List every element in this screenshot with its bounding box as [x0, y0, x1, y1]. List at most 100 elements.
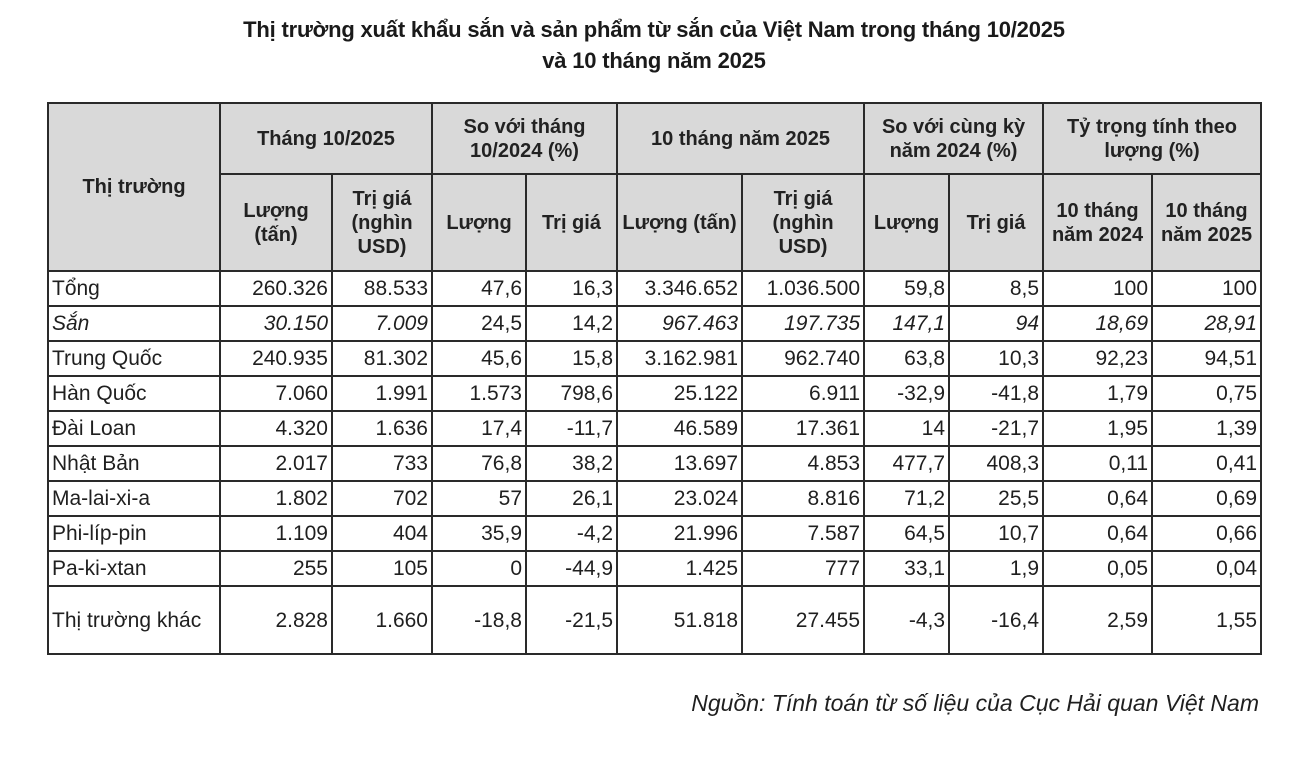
cell: 2.017 — [219, 445, 333, 482]
cell: -21,5 — [524, 585, 619, 655]
market-name: Nhật Bản — [47, 445, 221, 482]
cell: 100 — [1151, 270, 1263, 307]
cell: 1.636 — [331, 410, 433, 447]
cell: 4.853 — [741, 445, 866, 482]
cell: 51.818 — [616, 585, 744, 655]
cell: 8.816 — [741, 480, 866, 517]
cell: 17,4 — [431, 410, 527, 447]
title-line-2: và 10 tháng năm 2025 — [542, 48, 766, 73]
cell: 21.996 — [616, 515, 744, 552]
cell: 408,3 — [948, 445, 1045, 482]
cell: 63,8 — [863, 340, 951, 377]
export-market-table: Thị trường Tháng 10/2025 So với tháng 10… — [47, 102, 1263, 655]
cell: 45,6 — [431, 340, 527, 377]
table-row: Đài Loan 4.320 1.636 17,4 -11,7 46.589 1… — [47, 410, 1263, 447]
market-name: Pa-ki-xtan — [47, 550, 221, 587]
table-row: Phi-líp-pin 1.109 404 35,9 -4,2 21.996 7… — [47, 515, 1263, 552]
cell: 30.150 — [219, 305, 333, 342]
cell: 1,79 — [1042, 375, 1154, 412]
table-row: Ma-lai-xi-a 1.802 702 57 26,1 23.024 8.8… — [47, 480, 1263, 517]
cell: 197.735 — [741, 305, 866, 342]
market-name: Tổng — [47, 270, 221, 307]
cell: 1,95 — [1042, 410, 1154, 447]
cell: 147,1 — [863, 305, 951, 342]
market-name: Sắn — [47, 305, 221, 342]
cell: 702 — [331, 480, 433, 517]
cell: 404 — [331, 515, 433, 552]
cell: 0,11 — [1042, 445, 1154, 482]
cell: 38,2 — [524, 445, 619, 482]
header-vs-ytd-volume: Lượng — [863, 173, 951, 272]
market-name: Phi-líp-pin — [47, 515, 221, 552]
cell: 94 — [948, 305, 1045, 342]
cell: 0 — [431, 550, 527, 587]
cell: 1.573 — [431, 375, 527, 412]
cell: 59,8 — [863, 270, 951, 307]
cell: 27.455 — [741, 585, 866, 655]
header-group-vs-ytd: So với cùng kỳ năm 2024 (%) — [863, 102, 1045, 175]
cell: -44,9 — [524, 550, 619, 587]
header-vs-ytd-value: Trị giá — [948, 173, 1045, 272]
cell: 47,6 — [431, 270, 527, 307]
cell: 46.589 — [616, 410, 744, 447]
cell: 7.060 — [219, 375, 333, 412]
cell: 18,69 — [1042, 305, 1154, 342]
cell: 17.361 — [741, 410, 866, 447]
cell: 6.911 — [741, 375, 866, 412]
cell: 0,75 — [1151, 375, 1263, 412]
cell: 260.326 — [219, 270, 333, 307]
market-name: Hàn Quốc — [47, 375, 221, 412]
header-share-2024: 10 tháng năm 2024 — [1042, 173, 1154, 272]
table-row-other-markets: Thị trường khác 2.828 1.660 -18,8 -21,5 … — [47, 585, 1263, 655]
cell: 35,9 — [431, 515, 527, 552]
cell: 33,1 — [863, 550, 951, 587]
cell: 2.828 — [219, 585, 333, 655]
cell: 1,55 — [1151, 585, 1263, 655]
cell: 3.162.981 — [616, 340, 744, 377]
cell: -32,9 — [863, 375, 951, 412]
cell: -21,7 — [948, 410, 1045, 447]
cell: 1.425 — [616, 550, 744, 587]
cell: 16,3 — [524, 270, 619, 307]
cell: 0,64 — [1042, 480, 1154, 517]
header-month-value: Trị giá (nghìn USD) — [331, 173, 433, 272]
cell: 0,66 — [1151, 515, 1263, 552]
cell: -11,7 — [524, 410, 619, 447]
cell: -41,8 — [948, 375, 1045, 412]
cell: 8,5 — [948, 270, 1045, 307]
cell: 10,3 — [948, 340, 1045, 377]
page-title: Thị trường xuất khẩu sắn và sản phẩm từ … — [0, 14, 1300, 76]
cell: 57 — [431, 480, 527, 517]
header-month-volume: Lượng (tấn) — [219, 173, 333, 272]
cell: 0,64 — [1042, 515, 1154, 552]
cell: 28,91 — [1151, 305, 1263, 342]
cell: 105 — [331, 550, 433, 587]
header-group-vs-month: So với tháng 10/2024 (%) — [430, 102, 619, 175]
cell: 14,2 — [524, 305, 619, 342]
cell: 100 — [1042, 270, 1154, 307]
cell: 64,5 — [863, 515, 951, 552]
cell: 14 — [863, 410, 951, 447]
cell: 1.802 — [219, 480, 333, 517]
cell: 13.697 — [616, 445, 744, 482]
cell: 962.740 — [741, 340, 866, 377]
header-vs-month-value: Trị giá — [524, 173, 619, 272]
table-row: Trung Quốc 240.935 81.302 45,6 15,8 3.16… — [47, 340, 1263, 377]
cell: 1.109 — [219, 515, 333, 552]
market-name: Trung Quốc — [47, 340, 221, 377]
market-name: Thị trường khác — [47, 585, 221, 655]
cell: 0,69 — [1151, 480, 1263, 517]
cell: -18,8 — [431, 585, 527, 655]
cell: -16,4 — [948, 585, 1045, 655]
cell: 71,2 — [863, 480, 951, 517]
cell: 26,1 — [524, 480, 619, 517]
cell: 81.302 — [331, 340, 433, 377]
cell: 7.587 — [741, 515, 866, 552]
cell: 1,39 — [1151, 410, 1263, 447]
cell: 733 — [331, 445, 433, 482]
cell: 1.036.500 — [741, 270, 866, 307]
cell: 92,23 — [1042, 340, 1154, 377]
cell: 15,8 — [524, 340, 619, 377]
cell: 1,9 — [948, 550, 1045, 587]
header-row-groups: Thị trường Tháng 10/2025 So với tháng 10… — [47, 102, 1263, 272]
